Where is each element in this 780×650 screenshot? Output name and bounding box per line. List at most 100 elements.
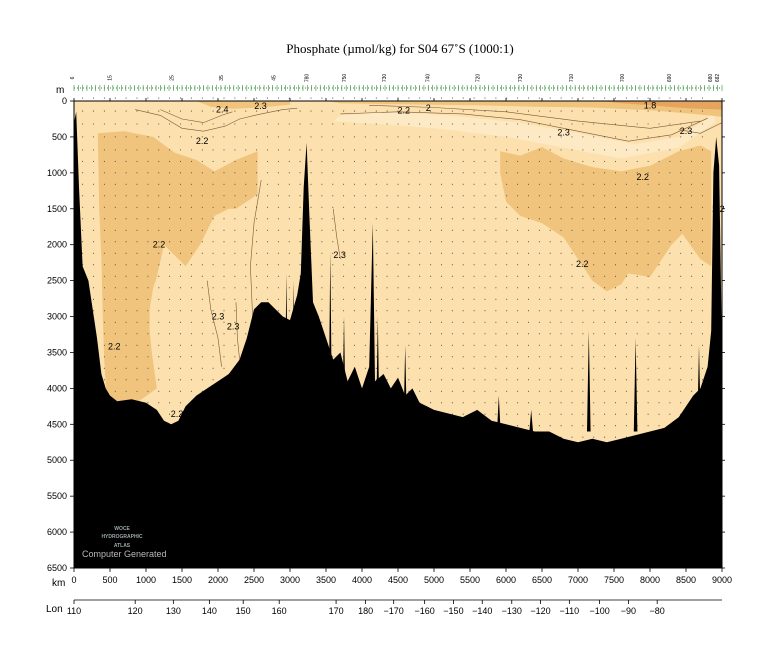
sample-dot xyxy=(397,252,399,254)
bathymetry-spike xyxy=(291,280,296,432)
sample-dot xyxy=(256,183,258,185)
sample-dot xyxy=(266,206,269,208)
sample-dot xyxy=(256,298,258,300)
sample-dot xyxy=(669,195,671,197)
sample-dot xyxy=(245,123,247,125)
sample-dot xyxy=(256,229,258,231)
sample-dot xyxy=(266,298,269,300)
sample-dot xyxy=(256,97,258,99)
sample-dot xyxy=(669,287,671,289)
sample-dot xyxy=(92,149,95,151)
sample-dot xyxy=(190,149,192,151)
sample-dot xyxy=(223,229,225,231)
sample-dot xyxy=(82,229,84,231)
sample-dot xyxy=(440,264,443,266)
sample-dot xyxy=(256,110,258,112)
sample-dot xyxy=(223,195,225,197)
sample-dot xyxy=(669,402,671,404)
sample-dot xyxy=(190,252,192,254)
sample-dot xyxy=(169,264,171,266)
sample-dot xyxy=(538,136,540,138)
sample-dot xyxy=(125,110,127,112)
sample-dot xyxy=(701,195,704,197)
sample-dot xyxy=(375,252,377,254)
sample-dot xyxy=(136,195,138,197)
sample-dot xyxy=(332,97,334,99)
sample-dot xyxy=(462,413,464,415)
sample-dot xyxy=(527,241,530,243)
sample-dot xyxy=(473,287,475,289)
sample-dot xyxy=(517,379,519,381)
sample-dot xyxy=(375,160,377,162)
sample-dot xyxy=(593,390,595,392)
sample-dot xyxy=(125,321,127,323)
sample-dot xyxy=(353,172,356,174)
station-label: 720 xyxy=(475,74,481,83)
sample-dot xyxy=(190,356,192,358)
sample-dot xyxy=(560,149,562,151)
sample-dot xyxy=(669,367,671,369)
sample-dot xyxy=(549,390,551,392)
y-tick-label: 4500 xyxy=(47,419,67,429)
sample-dot xyxy=(82,195,84,197)
sample-dot xyxy=(604,298,606,300)
sample-dot xyxy=(408,252,410,254)
sample-dot xyxy=(234,310,236,312)
y-tick-label: 0 xyxy=(62,96,67,106)
x-tick-label: 1500 xyxy=(172,575,192,585)
sample-dot xyxy=(430,264,432,266)
sample-dot xyxy=(593,425,595,427)
sample-dot xyxy=(614,195,617,197)
sample-dot xyxy=(266,97,269,99)
sample-dot xyxy=(212,218,214,220)
sample-dot xyxy=(321,275,323,277)
sample-dot xyxy=(430,206,432,208)
sample-dot xyxy=(158,275,160,277)
sample-dot xyxy=(571,298,573,300)
lon-tick-label: −90 xyxy=(621,606,636,616)
sample-dot xyxy=(473,123,475,125)
sample-dot xyxy=(593,264,595,266)
sample-dot xyxy=(680,298,682,300)
sample-dot xyxy=(506,123,508,125)
sample-dot xyxy=(419,252,421,254)
sample-dot xyxy=(593,183,595,185)
sample-dot xyxy=(680,367,682,369)
sample-dot xyxy=(343,136,345,138)
sample-dot xyxy=(691,321,693,323)
sample-dot xyxy=(691,172,693,174)
sample-dot xyxy=(223,275,225,277)
sample-dot xyxy=(614,425,617,427)
sample-dot xyxy=(277,310,279,312)
sample-dot xyxy=(549,195,551,197)
sample-dot xyxy=(484,413,486,415)
sample-dot xyxy=(701,149,704,151)
sample-dot xyxy=(658,229,660,231)
sample-dot xyxy=(353,183,356,185)
lon-tick-label: 110 xyxy=(67,606,81,616)
sample-dot xyxy=(169,160,171,162)
sample-dot xyxy=(604,379,606,381)
sample-dot xyxy=(440,160,443,162)
sample-dot xyxy=(92,310,95,312)
sample-dot xyxy=(495,402,497,404)
sample-dot xyxy=(560,367,562,369)
sample-dot xyxy=(647,287,649,289)
sample-dot xyxy=(451,195,453,197)
sample-dot xyxy=(103,310,105,312)
x-tick-label: 1000 xyxy=(136,575,156,585)
sample-dot xyxy=(451,160,453,162)
sample-dot xyxy=(593,436,595,438)
sample-dot xyxy=(364,321,366,323)
sample-dot xyxy=(680,97,682,99)
sample-dot xyxy=(517,310,519,312)
sample-dot xyxy=(593,172,595,174)
sample-dot xyxy=(266,275,269,277)
sample-dot xyxy=(234,195,236,197)
sample-dot xyxy=(82,160,84,162)
sample-dot xyxy=(604,241,606,243)
sample-dot xyxy=(310,97,312,99)
contour-line-2 xyxy=(340,111,708,142)
sample-dot xyxy=(462,252,464,254)
sample-dot xyxy=(549,110,551,112)
